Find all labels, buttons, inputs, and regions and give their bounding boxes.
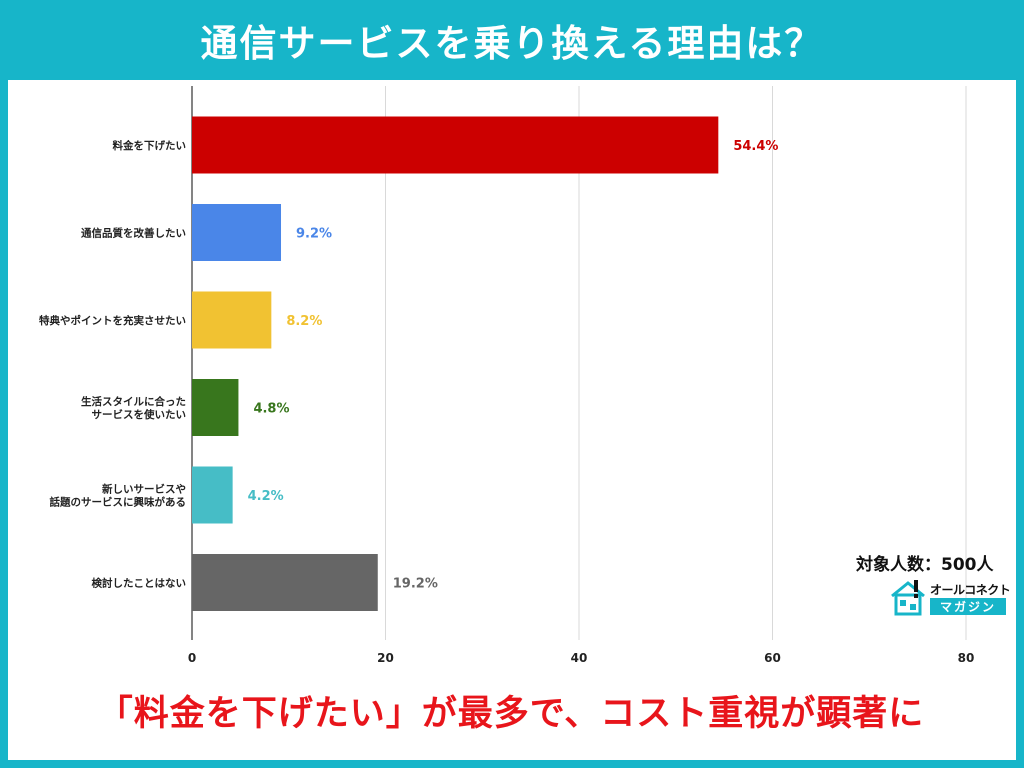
- x-tick-label: 20: [377, 651, 394, 665]
- bar: [192, 466, 233, 524]
- bar: [192, 204, 282, 261]
- data-label: 4.2%: [248, 489, 284, 504]
- x-tick-label: 80: [958, 651, 975, 665]
- category-label: 通信品質を改善したい: [81, 227, 186, 240]
- data-label: 54.4%: [733, 139, 778, 154]
- category-label: 特典やポイントを充実させたい: [39, 314, 186, 327]
- chart-panel: [8, 80, 1016, 760]
- bar: [192, 291, 272, 349]
- category-label: 生活スタイルに合った: [81, 395, 186, 408]
- data-label: 19.2%: [393, 577, 438, 592]
- logo-badge: マガジン: [930, 598, 1006, 615]
- category-label: 料金を下げたい: [113, 139, 187, 152]
- x-tick-label: 0: [188, 651, 196, 665]
- bar: [192, 554, 378, 611]
- house-logo-icon: [891, 580, 925, 616]
- x-tick-label: 40: [571, 651, 588, 665]
- bar: [192, 116, 719, 174]
- category-label: サービスを使いたい: [92, 408, 187, 421]
- data-label: 9.2%: [296, 227, 332, 242]
- summary-banner: 「料金を下げたい」が最多で、コスト重視が顕著に: [22, 673, 1000, 748]
- data-label: 8.2%: [286, 314, 322, 329]
- bar: [192, 379, 239, 436]
- category-label: 話題のサービスに興味がある: [50, 496, 187, 509]
- category-label: 新しいサービスや: [102, 483, 186, 496]
- category-label: 検討したことはない: [92, 577, 187, 590]
- logo-name: オールコネクト: [930, 583, 1011, 597]
- x-tick-label: 60: [764, 651, 781, 665]
- data-label: 4.8%: [253, 402, 289, 417]
- sample-size-note: 対象人数：500人: [856, 555, 994, 575]
- page-title: 通信サービスを乗り換える理由は？: [200, 22, 824, 65]
